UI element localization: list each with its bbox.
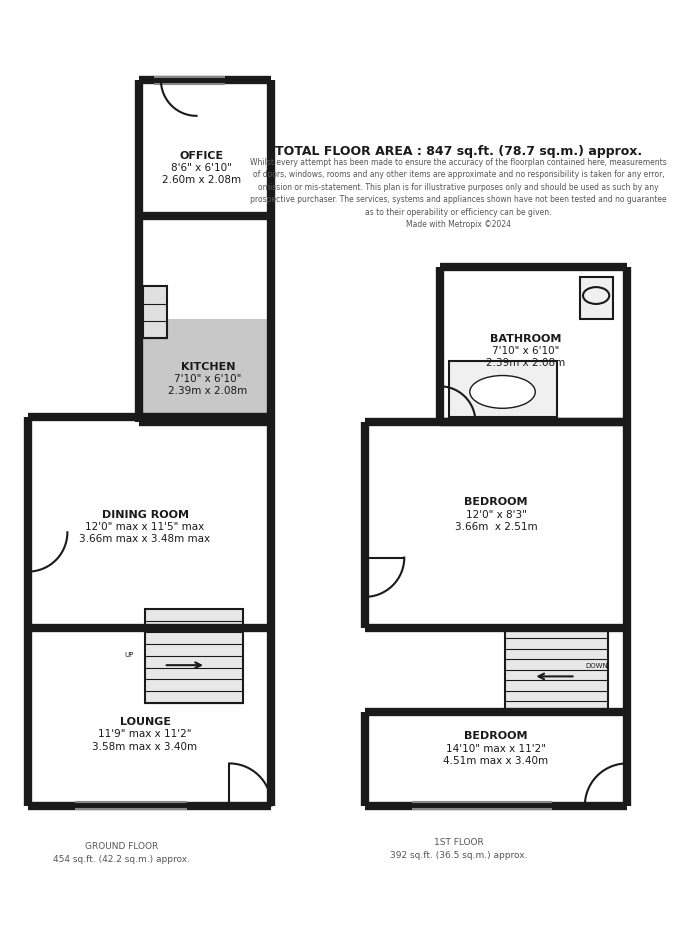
Text: KITCHEN: KITCHEN <box>181 361 235 371</box>
Bar <box>580 277 613 319</box>
Bar <box>505 628 608 712</box>
Text: 3.66m  x 2.51m: 3.66m x 2.51m <box>455 522 538 531</box>
Text: UP: UP <box>125 651 134 657</box>
Text: BEDROOM: BEDROOM <box>464 496 528 507</box>
Text: 12'0" max x 11'5" max: 12'0" max x 11'5" max <box>85 522 204 531</box>
Bar <box>505 628 608 712</box>
Text: TOTAL FLOOR AREA : 847 sq.ft. (78.7 sq.m.) approx.: TOTAL FLOOR AREA : 847 sq.ft. (78.7 sq.m… <box>275 145 642 158</box>
Text: BATHROOM: BATHROOM <box>490 333 561 343</box>
Ellipse shape <box>470 376 536 409</box>
Text: 1ST FLOOR
392 sq.ft. (36.5 sq.m.) approx.: 1ST FLOOR 392 sq.ft. (36.5 sq.m.) approx… <box>390 837 527 858</box>
Bar <box>449 362 556 418</box>
Text: GROUND FLOOR
454 sq.ft. (42.2 sq.m.) approx.: GROUND FLOOR 454 sq.ft. (42.2 sq.m.) app… <box>53 842 190 863</box>
Text: 3.66m max x 3.48m max: 3.66m max x 3.48m max <box>80 534 211 543</box>
Text: 2.39m x 2.08m: 2.39m x 2.08m <box>486 357 566 367</box>
Text: 12'0" x 8'3": 12'0" x 8'3" <box>466 509 526 519</box>
Text: 11'9" max x 11'2": 11'9" max x 11'2" <box>98 728 192 739</box>
Text: 2.60m x 2.08m: 2.60m x 2.08m <box>162 175 241 186</box>
Text: 8'6" x 6'10": 8'6" x 6'10" <box>171 163 232 174</box>
Text: DINING ROOM: DINING ROOM <box>102 509 188 519</box>
Text: 2.39m x 2.08m: 2.39m x 2.08m <box>168 386 247 395</box>
Text: OFFICE: OFFICE <box>179 151 223 161</box>
Text: 14'10" max x 11'2": 14'10" max x 11'2" <box>446 742 546 753</box>
Text: BEDROOM: BEDROOM <box>464 730 528 741</box>
Bar <box>144 287 167 339</box>
Bar <box>139 319 272 418</box>
Bar <box>145 610 244 702</box>
Text: LOUNGE: LOUNGE <box>120 716 171 727</box>
Bar <box>145 610 244 702</box>
Text: Whilst every attempt has been made to ensure the accuracy of the floorplan conta: Whilst every attempt has been made to en… <box>250 158 667 229</box>
Text: 3.58m max x 3.40m: 3.58m max x 3.40m <box>92 741 197 751</box>
Ellipse shape <box>583 288 609 304</box>
Text: 4.51m max x 3.40m: 4.51m max x 3.40m <box>443 754 549 765</box>
Text: 7'10" x 6'10": 7'10" x 6'10" <box>174 373 242 383</box>
Text: 7'10" x 6'10": 7'10" x 6'10" <box>492 345 559 355</box>
Text: DOWN: DOWN <box>586 663 608 668</box>
